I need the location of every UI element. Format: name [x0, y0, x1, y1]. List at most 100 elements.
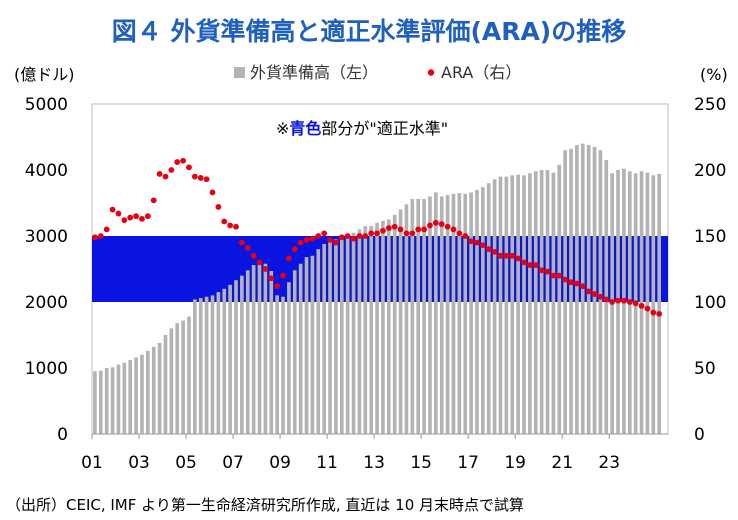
x-tick-label: 11 [316, 453, 338, 473]
ara-marker [344, 233, 351, 239]
reserve-bar [504, 176, 509, 434]
left-axis-ticks: 0 1000 2000 3000 4000 5000 [25, 95, 68, 445]
band-note: ※青色部分が"適正水準" [276, 119, 448, 138]
reserve-bar [375, 222, 379, 434]
reserve-bar [193, 299, 197, 434]
ara-marker [362, 233, 369, 239]
reserve-bar [563, 150, 567, 434]
reserve-bar [457, 193, 462, 434]
reserve-bar [216, 292, 221, 434]
x-tick-label: 23 [598, 453, 620, 473]
reserve-bar [386, 219, 391, 434]
left-tick-label: 1000 [25, 359, 68, 379]
ara-marker [368, 230, 375, 237]
reserve-bar [281, 296, 285, 434]
ara-marker [603, 296, 610, 303]
x-tick-label: 07 [222, 453, 244, 473]
ara-marker [479, 242, 486, 249]
ara-marker [174, 159, 181, 165]
ara-marker [415, 226, 422, 233]
ara-marker [215, 204, 222, 210]
right-tick-label: 200 [694, 161, 726, 181]
ara-marker [139, 215, 145, 222]
left-tick-label: 0 [57, 425, 68, 445]
reserve-bar [522, 175, 526, 434]
ara-markers [92, 157, 663, 317]
reserve-bar [187, 316, 191, 434]
reserve-bar [181, 320, 185, 434]
ara-marker [550, 272, 557, 279]
reserve-bar [163, 335, 168, 434]
ara-marker [521, 259, 527, 266]
reserve-bar [298, 263, 303, 434]
reserve-bar [639, 171, 644, 434]
reserve-bar [575, 144, 579, 435]
ara-marker [103, 226, 110, 233]
ara-marker [544, 268, 551, 275]
x-tick-label: 21 [551, 453, 573, 473]
ara-marker [579, 283, 586, 290]
legend: 外貨準備高（左） ARA（右） [234, 63, 521, 82]
reserve-bar [475, 189, 479, 434]
ara-marker [291, 246, 298, 253]
reserve-bar [228, 284, 232, 434]
ara-marker [409, 230, 416, 237]
ara-marker [462, 233, 469, 239]
reserve-bar [334, 239, 338, 434]
ara-marker [644, 305, 651, 312]
reserve-bar [569, 148, 573, 434]
ara-marker [397, 226, 404, 233]
reserve-bar [240, 275, 244, 434]
left-tick-label: 4000 [25, 161, 68, 181]
ara-marker [573, 280, 580, 287]
reserve-bar [422, 199, 426, 434]
ara-marker [474, 239, 480, 246]
ara-marker [350, 235, 357, 242]
reserve-bar [316, 249, 321, 434]
ara-marker [115, 210, 122, 217]
x-tick-label: 19 [504, 453, 526, 473]
ara-marker [485, 246, 492, 253]
reserve-bar [592, 146, 597, 434]
x-tick-label: 17 [457, 453, 479, 473]
reserve-bar [339, 237, 344, 434]
ara-marker [403, 230, 410, 237]
reserve-bar [292, 270, 297, 434]
ara-marker [438, 221, 445, 228]
ara-marker [297, 239, 304, 246]
ara-marker [285, 255, 292, 262]
reserve-bar [434, 192, 438, 434]
ara-marker [515, 255, 522, 262]
ara-marker [274, 283, 281, 290]
band-note-highlight: 青色 [289, 119, 321, 138]
reserve-bar [169, 328, 174, 434]
ara-marker [327, 237, 333, 243]
reserve-bar [104, 368, 109, 434]
ara-marker [168, 167, 175, 173]
ara-marker [621, 297, 627, 304]
ara-marker [532, 262, 539, 268]
reserve-bar [486, 183, 491, 434]
reserve-bar [363, 226, 368, 434]
reserve-bar [510, 175, 515, 434]
ara-marker [568, 279, 574, 286]
reserve-bar [322, 243, 326, 434]
reserve-bar [381, 220, 385, 434]
ara-marker [597, 293, 604, 300]
reserve-bar [93, 371, 97, 434]
ara-marker [162, 173, 169, 180]
reserve-bar [251, 265, 256, 434]
ara-marker [585, 288, 592, 295]
reserve-bar [428, 196, 432, 434]
reserve-bar [263, 263, 268, 434]
reserve-bar [392, 214, 397, 434]
reserve-bar [157, 342, 162, 434]
right-tick-label: 150 [694, 227, 726, 247]
x-tick-label: 13 [363, 453, 385, 473]
left-axis-unit: (億ドル) [14, 65, 75, 84]
x-tick-label: 01 [81, 453, 103, 473]
x-tick-marks [91, 434, 610, 439]
ara-marker [562, 276, 569, 283]
right-tick-label: 50 [694, 359, 716, 379]
reserve-bar [210, 295, 215, 434]
